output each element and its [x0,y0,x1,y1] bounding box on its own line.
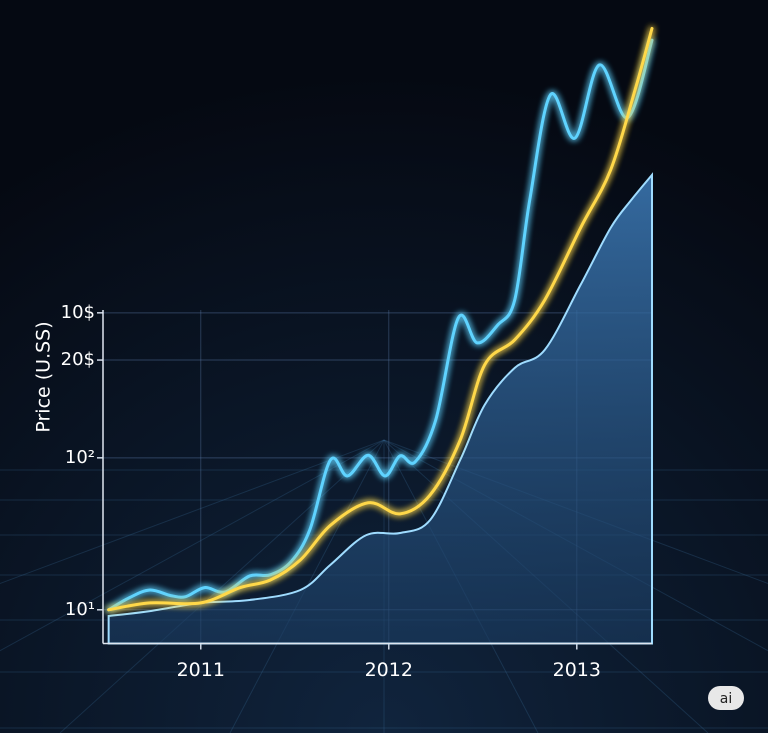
badge-background [708,686,744,710]
x-tick-label: 2011 [177,659,225,681]
x-tick-label: 2012 [365,659,413,681]
y-tick-label: 10¹ [65,599,95,620]
x-tick-label: 2013 [553,659,601,681]
area [107,172,653,645]
y-tick-label: 20$ [61,349,95,370]
badge: ai [720,691,732,707]
line [107,26,654,612]
y-tick-label: 10² [65,447,95,468]
plot-area: 10¹ 10² 20$ 10$ 2011 2012 2013 [61,26,654,681]
line [107,38,654,612]
y-axis-label: Price (U.SS) [33,321,55,432]
y-tick-label: 10$ [61,302,95,323]
